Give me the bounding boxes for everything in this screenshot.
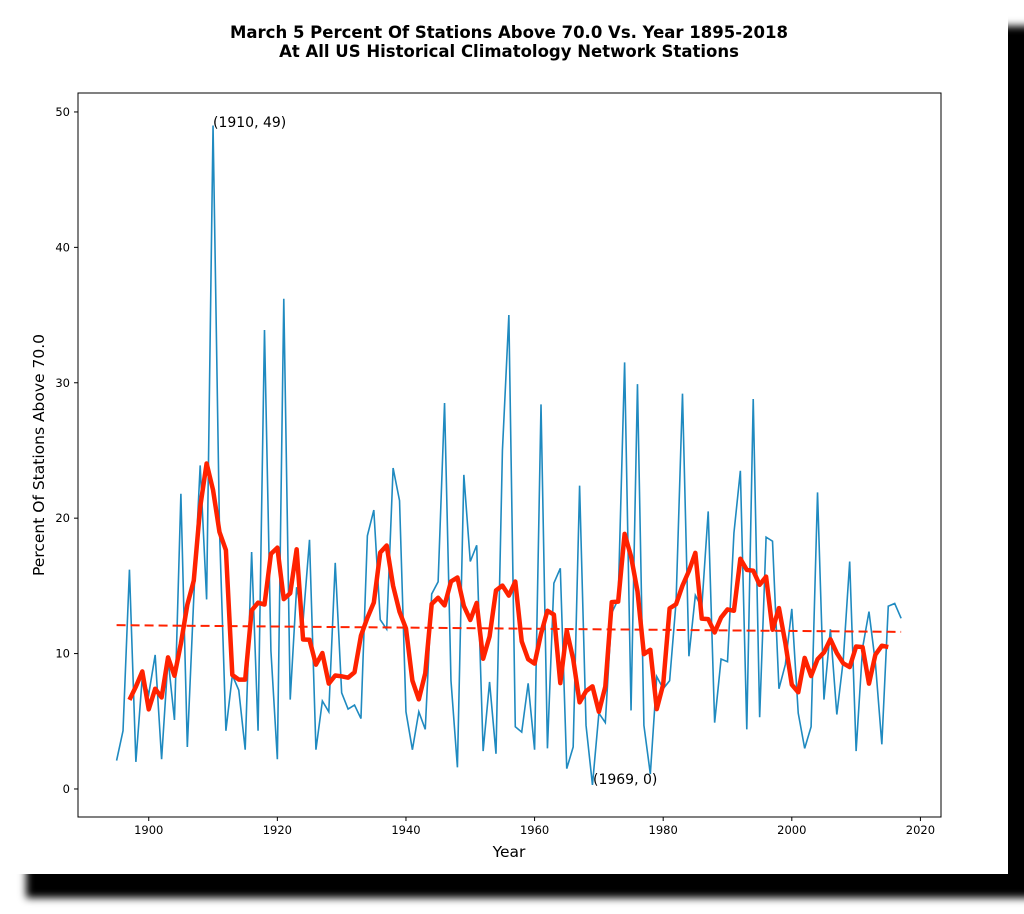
chart-subtitle: At All US Historical Climatology Network…: [279, 42, 739, 61]
x-tick-label: 1900: [134, 823, 163, 837]
x-tick-label: 1960: [520, 823, 549, 837]
chart-paper: [8, 8, 1008, 874]
x-tick-label: 1940: [391, 823, 420, 837]
tick-group: 1900 1920 1940 1960 1980 2000 2020 0 10 20 30 40 50: [55, 105, 935, 837]
annotation-min: (1969, 0): [593, 772, 657, 788]
annotation-max: (1910, 49): [213, 115, 286, 131]
x-tick-label: 2000: [777, 823, 806, 837]
plot-area: [115, 125, 902, 785]
trend-line: [116, 624, 902, 633]
axes-frame: [77, 92, 942, 818]
y-tick-label: 50: [55, 105, 70, 119]
annual-series-line: [115, 125, 902, 785]
y-tick-label: 30: [55, 376, 70, 390]
x-tick-label: 1920: [263, 823, 292, 837]
y-tick-label: 10: [55, 647, 70, 661]
y-tick-label: 0: [63, 782, 70, 796]
y-axis-label: Percent Of Stations Above 70.0: [30, 334, 48, 576]
y-tick-label: 40: [55, 240, 70, 254]
y-tick-label: 20: [55, 511, 70, 525]
x-tick-label: 2020: [906, 823, 935, 837]
chart-title: March 5 Percent Of Stations Above 70.0 V…: [230, 23, 788, 42]
moving-average-line: [127, 461, 889, 715]
x-axis-label: Year: [492, 843, 526, 861]
x-tick-label: 1980: [649, 823, 678, 837]
